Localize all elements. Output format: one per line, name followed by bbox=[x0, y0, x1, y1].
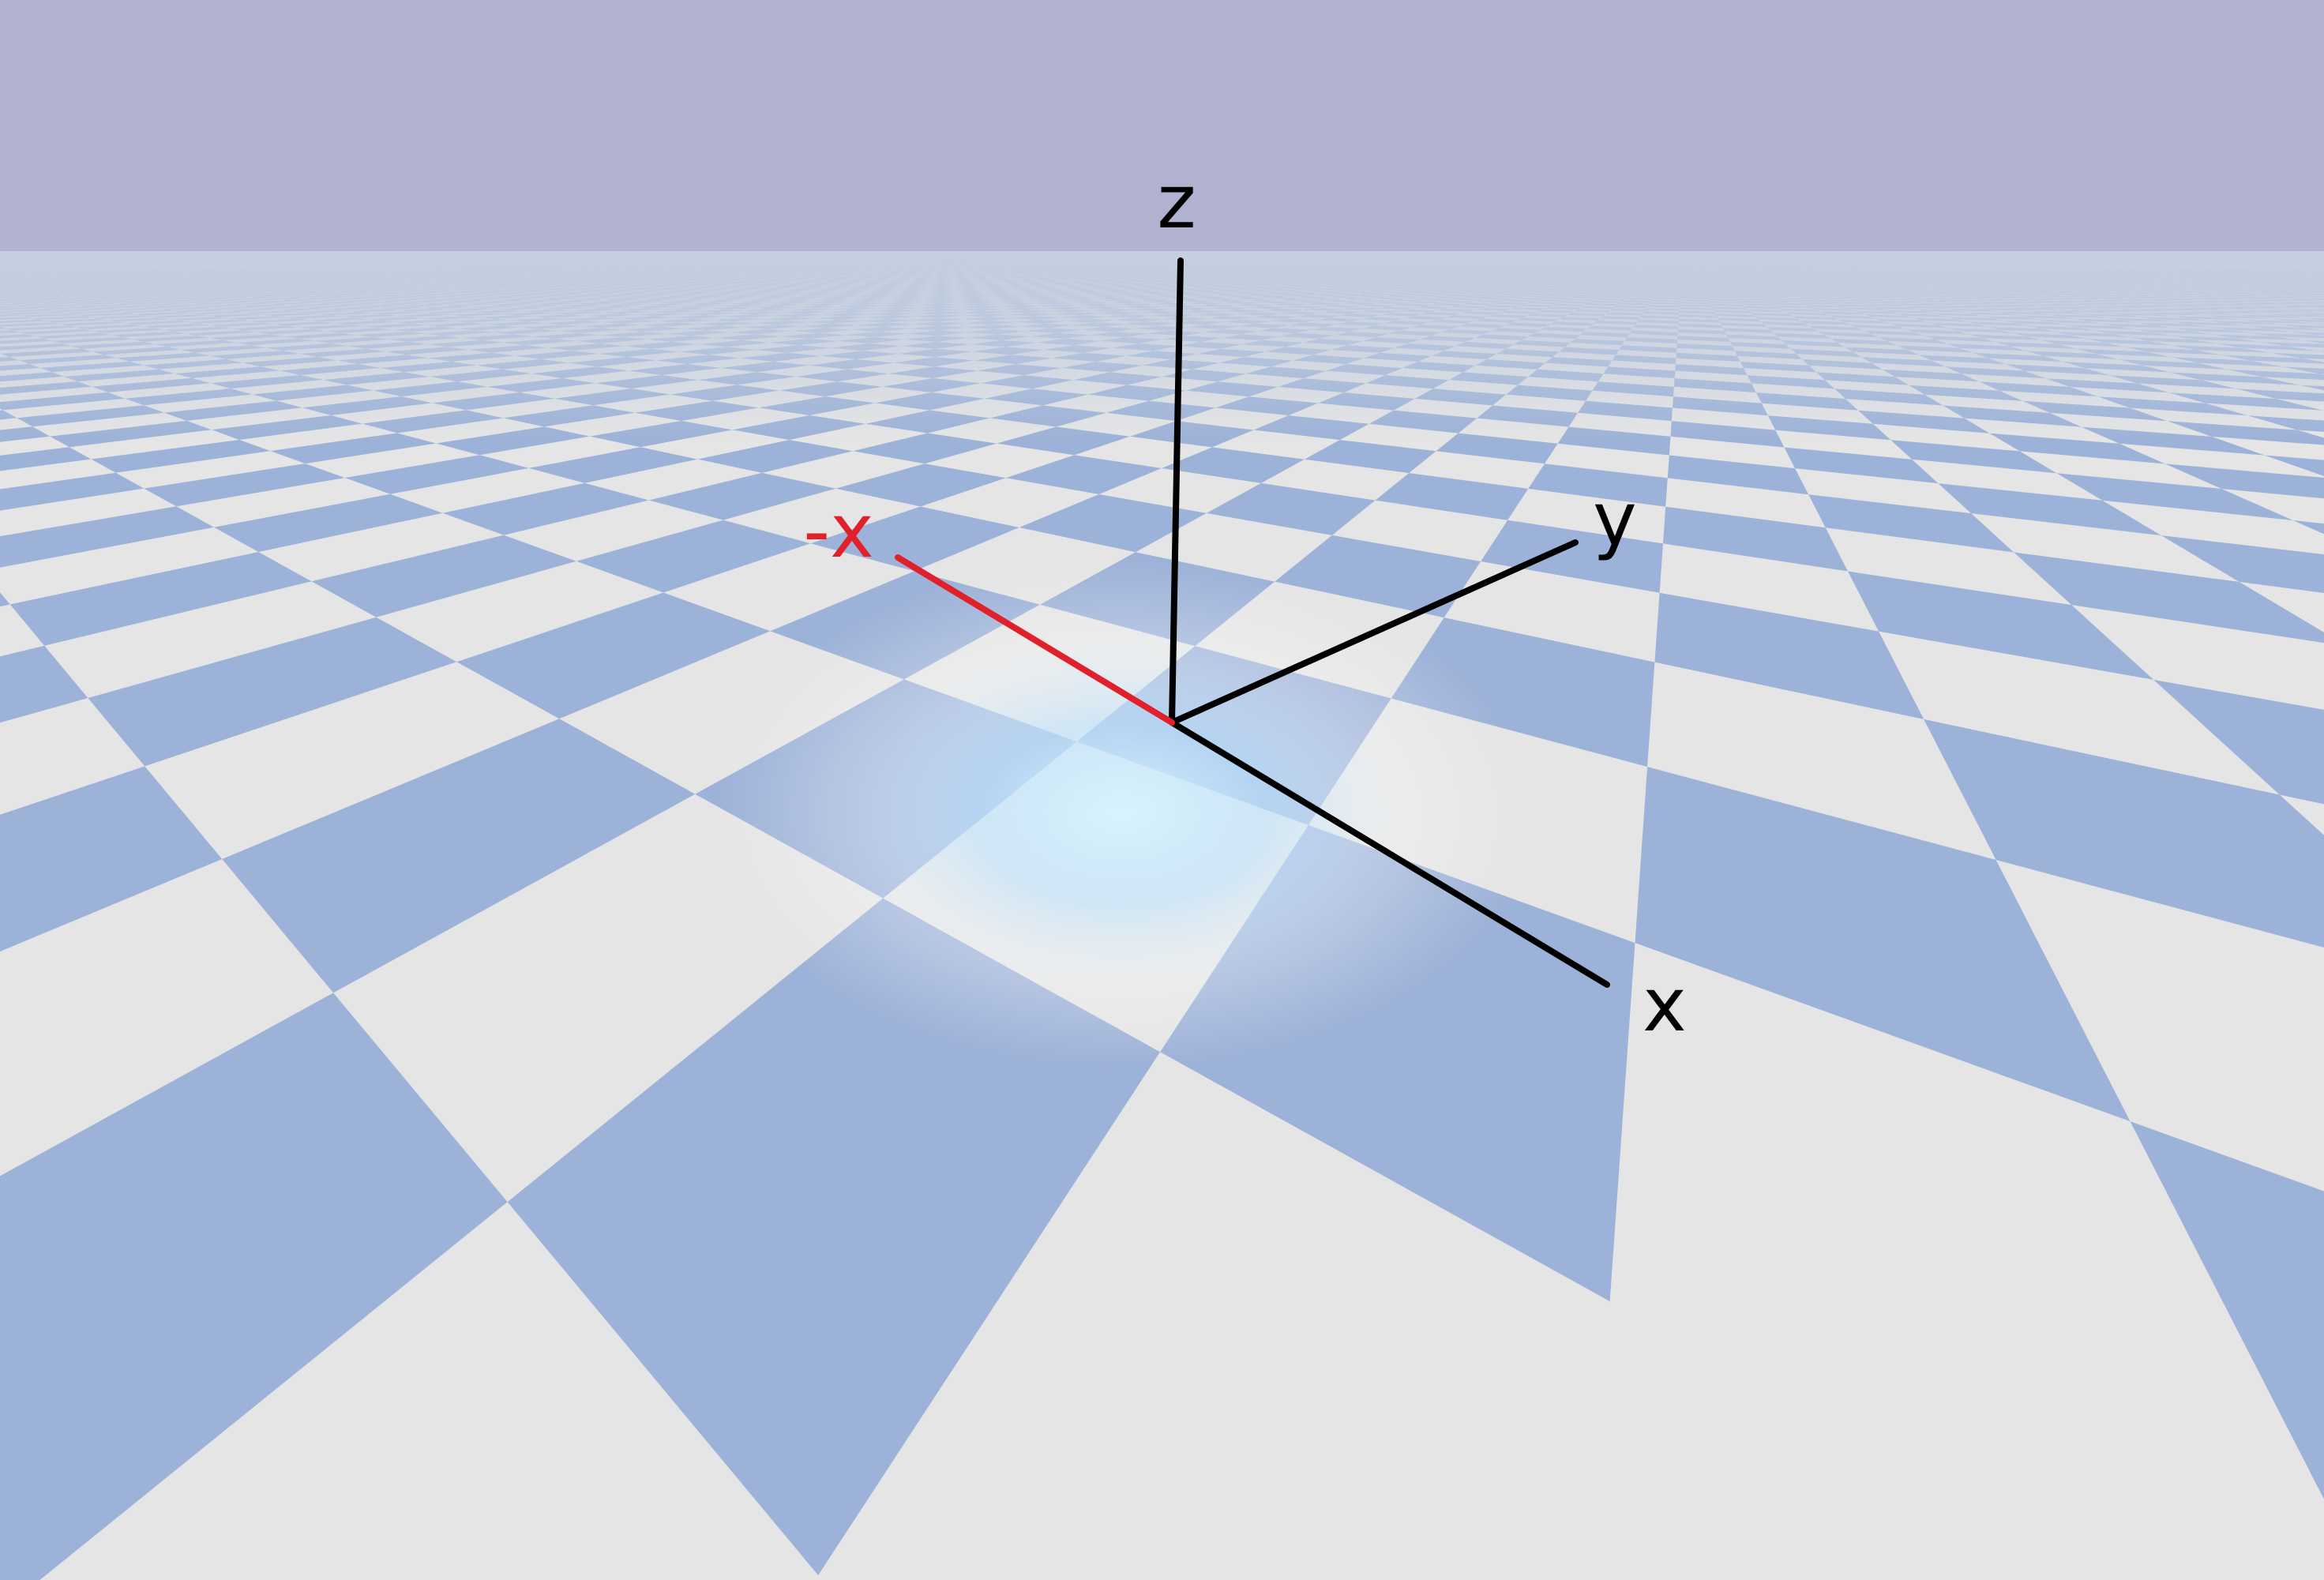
floor-tile bbox=[442, 482, 649, 535]
floor-tile bbox=[1005, 455, 1162, 494]
floor-tile bbox=[2164, 463, 2324, 499]
floor-tile bbox=[1924, 719, 2324, 948]
floor-tile bbox=[1528, 463, 1668, 507]
floor-tile bbox=[2153, 679, 2324, 805]
floor-tile bbox=[1375, 473, 1529, 520]
floor-tile bbox=[2056, 473, 2293, 520]
floor-tile bbox=[1275, 535, 1481, 618]
floor-tile bbox=[2130, 1121, 2324, 1499]
floor-tile bbox=[2161, 535, 2324, 593]
floor-tile bbox=[0, 766, 223, 952]
floor-tile bbox=[648, 472, 836, 520]
floor-tile bbox=[810, 506, 1019, 572]
floor-tile bbox=[2265, 455, 2324, 476]
sky bbox=[0, 0, 2324, 261]
floor-tile bbox=[0, 447, 92, 471]
floor-tile bbox=[1304, 440, 1436, 474]
floor-tile bbox=[91, 440, 271, 473]
floor-tile bbox=[0, 472, 145, 511]
floor-tile bbox=[2292, 520, 2324, 535]
floor-tile bbox=[0, 645, 88, 723]
floor-tile bbox=[144, 463, 345, 507]
floor-tile bbox=[1162, 447, 1305, 483]
floor-tile bbox=[528, 447, 698, 483]
floor-tile bbox=[88, 617, 457, 767]
floor-tile bbox=[9, 552, 312, 646]
floor-tile bbox=[456, 592, 771, 719]
floor-tile bbox=[1635, 767, 2131, 1122]
floor-tile bbox=[0, 993, 508, 1580]
floor-tile bbox=[1206, 482, 1376, 535]
floor-tile bbox=[1808, 494, 2014, 553]
floor-tile bbox=[1019, 494, 1207, 553]
floor-tile bbox=[1938, 483, 2161, 536]
floor-tile bbox=[1667, 455, 1809, 495]
floor-tile bbox=[835, 463, 1006, 507]
floor-tile bbox=[697, 440, 854, 473]
floor-tile bbox=[222, 719, 696, 993]
floor-tile bbox=[2014, 552, 2324, 644]
checkerboard-floor bbox=[0, 251, 2324, 1580]
floor-tile bbox=[0, 506, 214, 568]
floor-tile bbox=[1481, 520, 1663, 593]
floor-tile bbox=[576, 520, 811, 593]
floor-tile bbox=[0, 592, 10, 607]
floor-tile bbox=[344, 455, 529, 494]
floor-tile bbox=[1890, 440, 2057, 474]
floor-tile bbox=[1848, 571, 2154, 680]
floor-tile bbox=[311, 535, 576, 617]
floor-tile bbox=[1663, 506, 1848, 572]
floor-tile bbox=[1654, 592, 1924, 719]
floor-tile bbox=[214, 494, 443, 552]
floor-tile bbox=[1784, 447, 1939, 484]
